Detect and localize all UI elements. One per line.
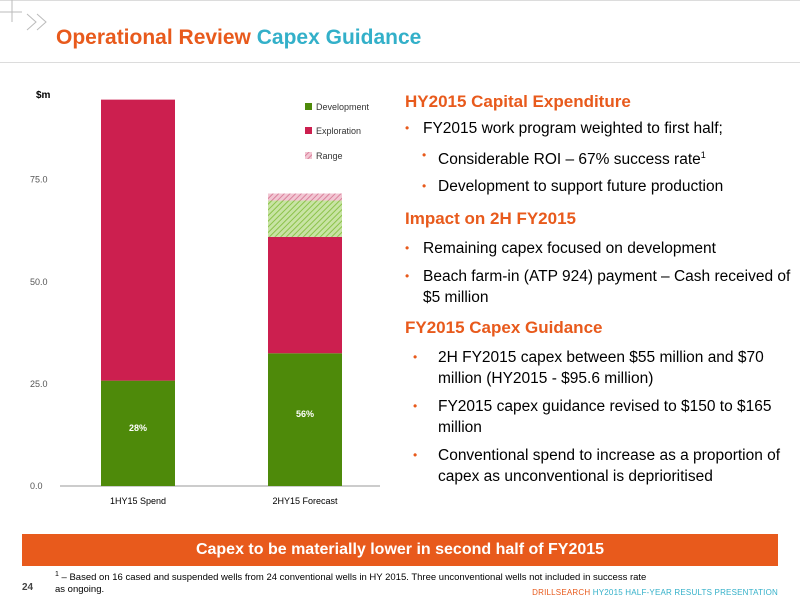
bullet-text: FY2015 work program weighted to first ha… <box>423 120 723 137</box>
bullet-remaining-capex: • Remaining capex focused on development <box>405 238 795 259</box>
heading-guidance: FY2015 Capex Guidance <box>405 318 603 338</box>
title-part-1: Operational Review <box>56 26 251 49</box>
capex-chart: $m 0.0 25.0 50.0 75.0 28% 1HY15 Spend 56% 2HY15 … <box>30 90 380 506</box>
footer-company: DRILLSEARCH <box>532 588 591 597</box>
bar-data-label: 56% <box>296 409 314 419</box>
legend-label: Development <box>316 102 370 112</box>
x-category-label: 1HY15 Spend <box>110 496 166 506</box>
bullet-text: FY2015 capex guidance revised to $150 to… <box>438 398 772 437</box>
bullet-text: 2H FY2015 capex between $55 million and … <box>438 349 764 388</box>
bullet-text: Conventional spend to increase as a prop… <box>438 447 781 486</box>
bullet-text: Remaining capex focused on development <box>423 240 716 258</box>
corner-decoration <box>0 0 47 31</box>
y-tick-label: 50.0 <box>30 277 48 287</box>
bullet-icon: • <box>422 179 427 194</box>
footnote-marker: 1 <box>700 150 706 160</box>
legend-swatch <box>305 127 312 134</box>
legend-label: Range <box>316 151 343 161</box>
heading-capital-expenditure: HY2015 Capital Expenditure <box>405 92 631 111</box>
y-axis-label: $m <box>36 90 51 101</box>
title-part-2: Capex Guidance <box>256 26 422 49</box>
bar-exploration-1 <box>101 99 175 381</box>
bar-development-2 <box>268 353 342 486</box>
bullet-farm-in: • Beach farm-in (ATP 924) payment – Cash … <box>405 266 795 308</box>
bullet-text: Considerable ROI – 67% success rate <box>438 151 701 169</box>
x-category-label: 2HY15 Forecast <box>272 496 338 506</box>
bullet-text: Development to support future production <box>438 178 724 196</box>
bar-range-2 <box>268 200 342 237</box>
bar-range-cap-2 <box>268 193 342 201</box>
bullet-icon: • <box>413 399 418 414</box>
footer-presentation: HY2015 HALF-YEAR RESULTS PRESENTATION <box>590 588 778 597</box>
top-border <box>0 0 800 1</box>
heading-impact: Impact on 2H FY2015 <box>405 209 577 229</box>
bar-exploration-2 <box>268 236 342 354</box>
footnote: 1 – Based on 16 cased and suspended well… <box>55 569 655 596</box>
legend-swatch <box>305 152 312 159</box>
legend-swatch <box>305 103 312 110</box>
bullet-icon: • <box>405 269 410 284</box>
bullet-development: • Development to support future productio… <box>405 176 795 197</box>
page-title: Operational Review Capex Guidance <box>56 26 421 50</box>
bullet-roi: • Considerable ROI – 67% success rate1 <box>405 145 795 170</box>
bullet-icon: • <box>405 241 410 256</box>
legend-label: Exploration <box>316 126 361 136</box>
bullet-text: Beach farm-in (ATP 924) payment – Cash r… <box>423 268 791 307</box>
bar-data-label: 28% <box>129 423 147 433</box>
y-tick-label: 75.0 <box>30 175 48 185</box>
bullet-guidance-revised: • FY2015 capex guidance revised to $150 t… <box>405 396 795 438</box>
page-number: 24 <box>22 582 34 593</box>
bullet-icon: • <box>413 448 418 463</box>
bullet-2h-capex: • 2H FY2015 capex between $55 million and… <box>405 347 795 389</box>
key-message-banner: Capex to be materially lower in second h… <box>22 534 778 566</box>
y-tick-label: 25.0 <box>30 379 48 389</box>
commentary-panel: HY2015 Capital Expenditure • FY2015 work … <box>405 92 795 493</box>
bar-development-1 <box>101 380 175 486</box>
footer-title: DRILLSEARCH HY2015 HALF-YEAR RESULTS PRE… <box>532 588 778 597</box>
bullet-conventional-spend: • Conventional spend to increase as a pro… <box>405 445 795 487</box>
bullet-icon: • <box>405 121 410 135</box>
footnote-number: 1 <box>55 571 59 578</box>
y-tick-label: 0.0 <box>30 481 43 491</box>
title-divider <box>0 62 800 63</box>
bullet-icon: • <box>413 350 418 365</box>
bullet-work-program: • FY2015 work program weighted to first h… <box>405 118 795 139</box>
footnote-text: – Based on 16 cased and suspended wells … <box>55 572 647 596</box>
bullet-icon: • <box>422 148 427 162</box>
